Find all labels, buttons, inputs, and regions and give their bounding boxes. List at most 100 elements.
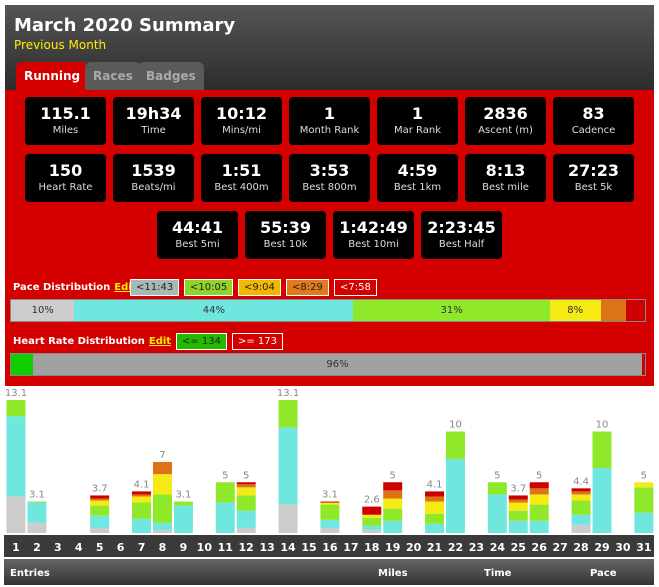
legend-chip: <7:58 — [334, 279, 377, 296]
bar-segment — [6, 416, 26, 497]
tab[interactable]: Running — [16, 62, 89, 90]
stat-value: 1 — [411, 104, 424, 123]
bar-segment — [278, 427, 298, 505]
bar-segment — [320, 501, 340, 503]
stat-box: 1:42:49 Best 10mi — [333, 211, 414, 259]
stat-label: Best 5mi — [175, 239, 220, 250]
stat-box: 55:39 Best 10k — [245, 211, 326, 259]
stat-label: Best 800m — [302, 182, 357, 193]
axis-strip — [4, 535, 654, 557]
x-tick-label: 20 — [406, 541, 422, 554]
bar-segment — [487, 494, 507, 533]
data-label: 2.6 — [364, 495, 380, 506]
stat-box: 10:12 Mins/mi — [201, 97, 282, 145]
bar-segment — [152, 494, 172, 523]
dist-bar: 96% — [10, 353, 646, 376]
stat-value: 2:23:45 — [427, 218, 496, 237]
bar-segment — [362, 529, 382, 533]
tab[interactable]: Badges — [138, 62, 204, 90]
dist-bar: 10% 44% 31% 8% — [10, 299, 646, 322]
bar-segment — [278, 504, 298, 533]
stat-box: 3:53 Best 800m — [289, 154, 370, 202]
stat-value: 27:23 — [568, 161, 619, 180]
x-tick-label: 30 — [615, 541, 631, 554]
bar-segment — [445, 458, 465, 533]
bar-segment — [445, 431, 465, 459]
bar-segment — [320, 519, 340, 528]
x-tick-label: 16 — [322, 541, 338, 554]
stat-box: 8:13 Best mile — [465, 154, 546, 202]
bar-segment — [132, 496, 152, 503]
bar-segment — [508, 520, 528, 533]
stat-label: Best 5k — [574, 182, 613, 193]
bar-segment — [90, 515, 110, 528]
data-label: 3.7 — [92, 483, 108, 494]
x-tick-label: 26 — [532, 541, 548, 554]
data-label: 5 — [494, 470, 500, 481]
tab[interactable]: Races — [85, 62, 141, 90]
bar-segment — [236, 484, 256, 488]
footer-tab[interactable]: Pace — [590, 568, 617, 579]
bar-segment — [320, 504, 340, 520]
dist-segment — [11, 354, 34, 375]
bar-segment — [425, 513, 445, 524]
bar-segment — [529, 504, 549, 521]
bar-segment — [236, 482, 256, 485]
x-tick-label: 7 — [138, 541, 146, 554]
bar-segment — [132, 494, 152, 497]
x-tick-label: 31 — [636, 541, 651, 554]
footer-tab[interactable]: Miles — [378, 568, 408, 579]
bar-segment — [90, 495, 110, 499]
stat-label: Beats/mi — [131, 182, 176, 193]
panel: 115.1 Miles 19h34 Time 10:12 Mins/mi 1 Month Ra… — [5, 90, 654, 386]
stat-label: Heart Rate — [38, 182, 93, 193]
bar-segment — [90, 500, 110, 506]
dist-segment: 8% — [549, 300, 601, 321]
footer-tab[interactable]: Entries — [10, 568, 50, 579]
bar-segment — [508, 502, 528, 511]
footer-tab[interactable]: Time — [484, 568, 512, 579]
data-label: 5 — [222, 470, 228, 481]
stat-label: Best 1km — [393, 182, 442, 193]
data-label: 3.1 — [175, 490, 191, 501]
bar-segment — [236, 487, 256, 496]
data-label: 4.1 — [134, 479, 150, 490]
edit-link[interactable]: Edit — [114, 282, 137, 293]
edit-link[interactable]: Edit — [148, 336, 172, 347]
bar-segment — [152, 529, 172, 533]
x-tick-label: 13 — [259, 541, 274, 554]
stat-value: 19h34 — [125, 104, 182, 123]
data-label: 3.1 — [322, 490, 338, 501]
stat-label: Cadence — [571, 125, 616, 136]
data-label: 13.1 — [277, 388, 299, 399]
dist-segment: 10% — [11, 300, 75, 321]
bar-segment — [508, 499, 528, 503]
bar-segment — [362, 506, 382, 515]
stat-value: 1539 — [131, 161, 176, 180]
legend-chip: <10:05 — [184, 279, 234, 296]
dist-title-text: Pace Distribution — [13, 282, 111, 293]
bar-segment — [278, 400, 298, 428]
x-tick-label: 11 — [218, 541, 233, 554]
dist-segment — [625, 300, 645, 321]
dist-segment: 44% — [74, 300, 354, 321]
bar-segment — [90, 527, 110, 533]
x-tick-label: 1 — [12, 541, 20, 554]
stat-label: Best 10mi — [348, 239, 399, 250]
bar-segment — [383, 498, 403, 509]
stat-box: 115.1 Miles — [25, 97, 106, 145]
dist-segment: 96% — [33, 354, 642, 375]
stat-box: 19h34 Time — [113, 97, 194, 145]
stat-label: Ascent (m) — [478, 125, 533, 136]
data-label: 13.1 — [5, 388, 27, 399]
bar-segment — [383, 520, 403, 533]
x-tick-label: 3 — [54, 541, 62, 554]
bar-segment — [529, 520, 549, 533]
stat-value: 83 — [582, 104, 605, 123]
stat-box: 1539 Beats/mi — [113, 154, 194, 202]
stat-value: 8:13 — [485, 161, 526, 180]
data-label: 3.7 — [510, 483, 526, 494]
bar-segment — [320, 502, 340, 505]
x-tick-label: 9 — [180, 541, 188, 554]
bar-segment — [425, 523, 445, 533]
